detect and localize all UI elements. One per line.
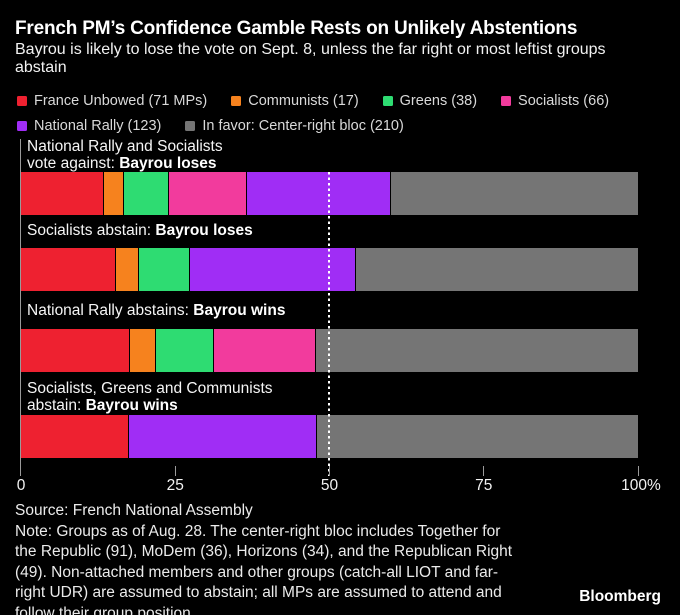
x-axis-tick-label: 50 [320, 477, 339, 494]
legend-label: France Unbowed (71 MPs) [34, 92, 208, 109]
legend-label: In favor: Center-right bloc (210) [202, 117, 404, 134]
scenario-label: Socialists abstain: Bayrou loses [27, 222, 253, 239]
page-title: French PM’s Confidence Gamble Rests on U… [15, 18, 578, 39]
legend-item: National Rally (123) [17, 118, 161, 134]
bar-segment-greens [156, 329, 215, 372]
scenario-outcome: Bayrou wins [193, 302, 286, 319]
bar-segment-center-right-bloc [355, 248, 638, 291]
x-axis-tick-label: 100% [621, 477, 661, 494]
bar-segment-socialists [214, 329, 316, 372]
scenario-label-text: Socialists abstain: [27, 222, 156, 239]
stacked-bar [21, 329, 638, 372]
scenario-outcome: Bayrou wins [85, 397, 178, 414]
scenario-label-text: abstain: [27, 397, 86, 414]
x-axis-tick [174, 466, 176, 476]
chart-subtitle: Bayrou is likely to lose the vote on Sep… [15, 41, 606, 76]
bloomberg-logo: Bloomberg [579, 588, 661, 605]
bar-segment-france-unbowed [21, 248, 117, 291]
scenario-outcome: Bayrou loses [119, 155, 217, 172]
stacked-bar [21, 172, 638, 215]
y-axis-line [20, 139, 21, 476]
bar-segment-center-right-bloc [317, 415, 638, 458]
legend: France Unbowed (71 MPs) Communists (17) Gr… [17, 90, 667, 136]
scenario-label: National Rally and Socialists vote agains… [27, 138, 223, 172]
bar-segment-communists [104, 172, 125, 215]
x-axis-tick-label: 0 [16, 477, 26, 494]
bar-segment-communists [129, 329, 157, 372]
legend-row: France Unbowed (71 MPs) Communists (17) Gr… [17, 90, 667, 111]
legend-row: National Rally (123) In favor: Center-rig… [17, 115, 667, 136]
scenario-label-text: National Rally abstains: [27, 302, 194, 319]
legend-swatch-icon [501, 95, 512, 106]
scenario-label: Socialists, Greens and Communists abstain… [27, 380, 273, 414]
legend-item: Communists (17) [231, 92, 359, 109]
bar-segment-france-unbowed [21, 415, 130, 458]
note-line: follow their group position. [15, 604, 196, 615]
legend-label: Socialists (66) [518, 92, 610, 109]
scenario-label-text: Socialists, Greens and Communists [27, 380, 273, 397]
legend-item: Greens (38) [382, 92, 478, 109]
legend-swatch-icon [17, 120, 27, 131]
source-line: Source: French National Assembly [15, 502, 253, 519]
bar-segment-center-right-bloc [315, 329, 638, 372]
legend-swatch-icon [382, 95, 393, 106]
x-axis-tick-label: 75 [475, 477, 493, 494]
bar-segment-communists [116, 248, 140, 291]
x-axis-tick [637, 466, 639, 476]
legend-label: Communists (17) [248, 92, 359, 109]
bar-segment-greens [139, 248, 191, 291]
legend-swatch-icon [17, 95, 27, 106]
x-axis-tick [329, 466, 330, 476]
bar-segment-socialists [169, 172, 247, 215]
bar-segment-france-unbowed [21, 172, 105, 215]
bar-segment-national-rally [190, 248, 356, 291]
note-line: Note: Groups as of Aug. 28. The center-r… [15, 522, 501, 540]
bar-segment-national-rally [246, 172, 392, 215]
source-note: Source: French National Assembly Note: Gr… [15, 501, 512, 615]
fifty-percent-reference-line [328, 172, 330, 476]
note-line: right UDR) are assumed to abstain; all M… [15, 584, 502, 601]
legend-swatch-icon [185, 120, 196, 131]
legend-label: Greens (38) [399, 92, 478, 109]
legend-item: France Unbowed (71 MPs) [17, 93, 207, 109]
bar-segment-greens [124, 172, 170, 215]
note-line: the Republic (91), MoDem (36), Horizons … [15, 543, 513, 560]
scenario-outcome: Bayrou loses [155, 222, 253, 239]
legend-item: Socialists (66) [501, 93, 609, 109]
stacked-bar [21, 415, 638, 458]
legend-item: In favor: Center-right bloc (210) [185, 117, 404, 134]
x-axis-tick-label: 25 [166, 477, 184, 494]
scenario-label-text: National Rally and Socialists [27, 138, 223, 155]
legend-swatch-icon [231, 95, 242, 106]
x-axis-tick [483, 466, 485, 476]
scenario-label-text: vote against: [27, 155, 120, 172]
note-line: (49). Non-attached members and other gro… [15, 563, 499, 581]
scenario-label: National Rally abstains: Bayrou wins [27, 302, 285, 319]
bar-segment-france-unbowed [21, 329, 130, 372]
legend-label: National Rally (123) [34, 117, 162, 134]
bar-segment-center-right-bloc [391, 172, 638, 215]
bar-segment-national-rally [129, 415, 318, 458]
